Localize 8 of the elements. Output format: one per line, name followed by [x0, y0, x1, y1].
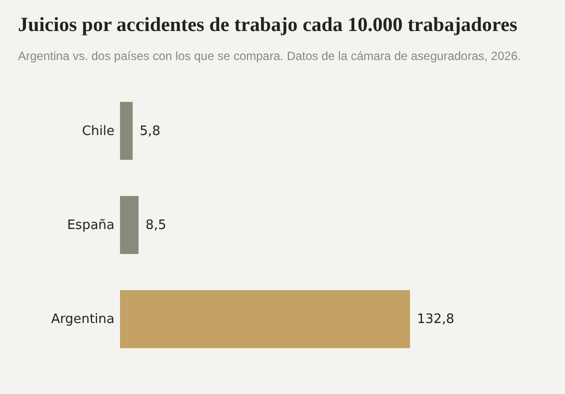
data-label: 132,8	[417, 312, 454, 328]
y-tick-label: España	[67, 218, 114, 233]
chart-title: Juicios por accidentes de trabajo cada 10.000 trabajadores	[18, 14, 518, 36]
chart-subtitle: Argentina vs. dos países con los que se compara. Datos de la cámara de aseguradoras, 2026.	[18, 49, 521, 63]
data-label: 5,8	[140, 124, 160, 139]
y-tick-label: Chile	[82, 124, 114, 139]
data-label: 8,5	[146, 218, 166, 233]
y-tick-label: Argentina	[51, 312, 114, 328]
